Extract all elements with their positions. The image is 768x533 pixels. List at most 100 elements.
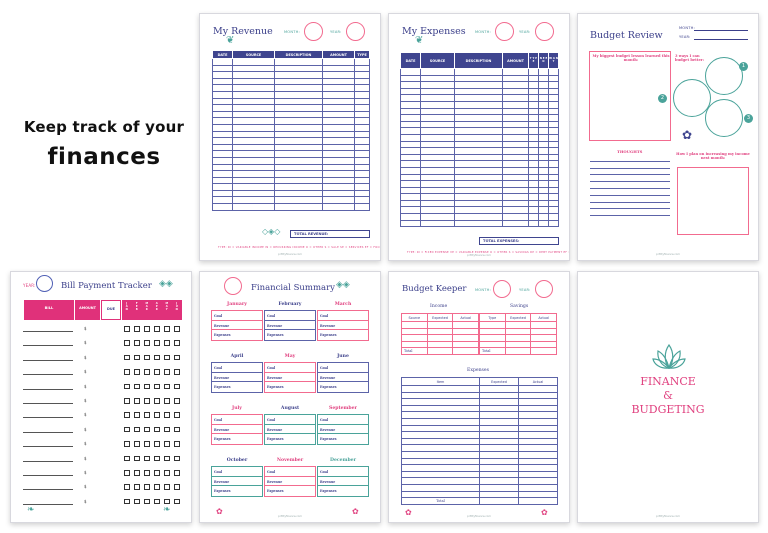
- paid-checkbox[interactable]: [144, 326, 150, 332]
- table-cell[interactable]: [354, 189, 370, 198]
- table-cell[interactable]: [528, 193, 539, 201]
- table-cell[interactable]: [232, 71, 275, 79]
- paid-checkbox[interactable]: [154, 484, 160, 490]
- table-cell[interactable]: [420, 94, 455, 102]
- paid-checkbox[interactable]: [154, 398, 160, 404]
- table-cell[interactable]: [548, 173, 559, 182]
- table-cell[interactable]: [354, 110, 370, 119]
- table-cell[interactable]: [322, 163, 355, 172]
- table-cell[interactable]: [400, 166, 421, 175]
- paid-checkbox[interactable]: [144, 455, 150, 462]
- table-cell[interactable]: [401, 327, 428, 336]
- table-cell[interactable]: [548, 219, 559, 228]
- table-cell[interactable]: [322, 110, 355, 119]
- table-cell[interactable]: [518, 424, 558, 433]
- paid-checkbox[interactable]: [164, 498, 170, 505]
- table-cell[interactable]: [479, 411, 519, 419]
- table-cell[interactable]: [212, 97, 233, 106]
- paid-checkbox[interactable]: [154, 383, 160, 390]
- table-cell[interactable]: [401, 464, 480, 472]
- table-cell[interactable]: [420, 186, 455, 195]
- table-cell[interactable]: [528, 180, 539, 188]
- table-cell[interactable]: [479, 321, 506, 329]
- table-cell[interactable]: [400, 133, 421, 142]
- table-cell[interactable]: [274, 183, 323, 191]
- table-cell[interactable]: [401, 477, 480, 485]
- table-cell[interactable]: [538, 107, 549, 116]
- table-cell[interactable]: [502, 120, 529, 129]
- table-cell[interactable]: [528, 127, 539, 135]
- table-cell[interactable]: [354, 90, 370, 99]
- table-cell[interactable]: [420, 133, 455, 142]
- table-cell[interactable]: [354, 64, 370, 73]
- table-cell[interactable]: [420, 206, 455, 215]
- table-cell[interactable]: [401, 334, 428, 342]
- table-cell[interactable]: [354, 176, 370, 185]
- table-cell[interactable]: [528, 81, 539, 89]
- table-cell[interactable]: [400, 180, 421, 188]
- table-cell[interactable]: [454, 186, 503, 195]
- table-cell[interactable]: [502, 114, 529, 122]
- table-cell[interactable]: [548, 193, 559, 201]
- paid-checkbox[interactable]: [164, 340, 170, 346]
- table-cell[interactable]: [212, 189, 233, 198]
- table-cell[interactable]: [274, 123, 323, 132]
- table-cell[interactable]: [400, 219, 421, 228]
- table-cell[interactable]: [322, 137, 355, 145]
- table-cell[interactable]: [232, 130, 275, 139]
- table-cell[interactable]: [548, 100, 559, 109]
- table-cell[interactable]: [274, 196, 323, 205]
- paid-checkbox[interactable]: [164, 412, 170, 418]
- table-cell[interactable]: [212, 163, 233, 172]
- table-cell[interactable]: [528, 133, 539, 142]
- table-cell[interactable]: [502, 133, 529, 142]
- paid-checkbox[interactable]: [134, 426, 140, 433]
- table-cell[interactable]: [528, 219, 539, 228]
- table-cell[interactable]: [274, 77, 323, 86]
- paid-checkbox[interactable]: [144, 340, 150, 346]
- table-cell[interactable]: [400, 140, 421, 149]
- table-cell[interactable]: [232, 150, 275, 158]
- table-cell[interactable]: [518, 450, 558, 459]
- table-cell[interactable]: [548, 120, 559, 129]
- table-cell[interactable]: [548, 140, 559, 149]
- table-cell[interactable]: [426, 327, 454, 336]
- table-cell[interactable]: [528, 213, 539, 221]
- table-cell[interactable]: [401, 483, 480, 492]
- bill-name-line[interactable]: [23, 460, 73, 462]
- table-cell[interactable]: [454, 107, 503, 116]
- table-cell[interactable]: [274, 71, 323, 79]
- table-cell[interactable]: [232, 90, 275, 99]
- table-cell[interactable]: [232, 183, 275, 191]
- table-cell[interactable]: [401, 424, 480, 433]
- table-cell[interactable]: [322, 196, 355, 205]
- table-cell[interactable]: [322, 143, 355, 152]
- table-cell[interactable]: [212, 110, 233, 119]
- table-cell[interactable]: [548, 160, 559, 168]
- table-cell[interactable]: [454, 114, 503, 122]
- table-cell[interactable]: [274, 110, 323, 119]
- table-cell[interactable]: [274, 150, 323, 158]
- table-cell[interactable]: [401, 457, 480, 466]
- paid-checkbox[interactable]: [124, 484, 130, 490]
- table-cell[interactable]: [454, 166, 503, 175]
- table-cell[interactable]: [518, 404, 558, 413]
- paid-checkbox[interactable]: [124, 383, 130, 390]
- table-cell[interactable]: [354, 143, 370, 152]
- table-cell[interactable]: [548, 107, 559, 116]
- table-cell[interactable]: [322, 189, 355, 198]
- paid-checkbox[interactable]: [124, 426, 130, 433]
- table-cell[interactable]: [504, 327, 532, 336]
- table-cell[interactable]: [479, 444, 519, 452]
- paid-checkbox[interactable]: [134, 484, 140, 490]
- table-cell[interactable]: [400, 100, 421, 109]
- table-cell[interactable]: [401, 340, 428, 349]
- table-cell[interactable]: [528, 173, 539, 182]
- table-cell[interactable]: [518, 464, 558, 472]
- paid-checkbox[interactable]: [144, 484, 150, 490]
- table-cell[interactable]: [479, 437, 519, 446]
- table-cell[interactable]: [420, 100, 455, 109]
- paid-checkbox[interactable]: [164, 354, 170, 361]
- paid-checkbox[interactable]: [164, 426, 170, 433]
- paid-checkbox[interactable]: [154, 326, 160, 332]
